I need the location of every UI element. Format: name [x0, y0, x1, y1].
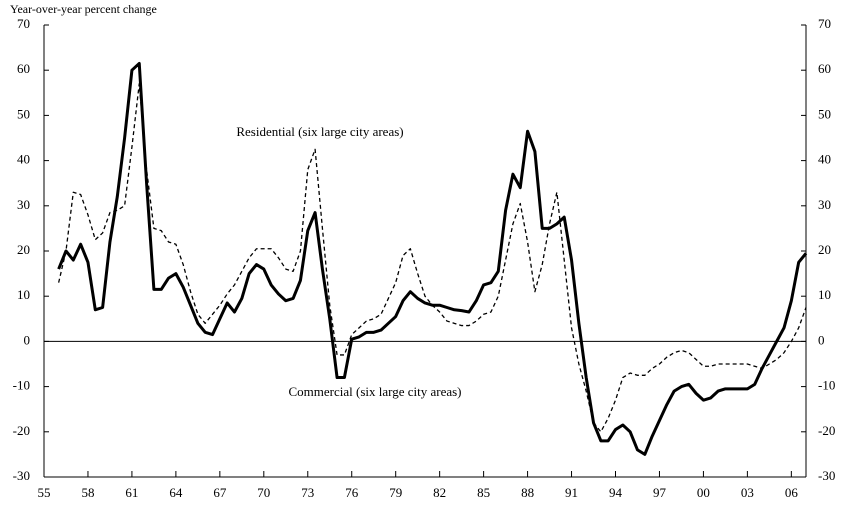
x-tick-label: 61 — [125, 485, 138, 500]
y2-tick-label: 40 — [818, 152, 831, 167]
y-tick-label: 50 — [17, 106, 30, 121]
x-tick-label: 00 — [697, 485, 710, 500]
annotation: Commercial (six large city areas) — [288, 384, 461, 399]
x-tick-label: 64 — [169, 485, 183, 500]
y-tick-label: -30 — [13, 468, 30, 483]
y-tick-label: 70 — [17, 16, 30, 31]
y2-tick-label: -10 — [818, 378, 835, 393]
y2-tick-label: 60 — [818, 61, 831, 76]
x-tick-label: 73 — [301, 485, 314, 500]
y-tick-label: 0 — [24, 332, 31, 347]
annotation: Residential (six large city areas) — [236, 124, 403, 139]
y2-tick-label: 0 — [818, 332, 825, 347]
x-tick-label: 97 — [653, 485, 667, 500]
y-tick-label: -20 — [13, 423, 30, 438]
y2-tick-label: -30 — [818, 468, 835, 483]
y-tick-label: 30 — [17, 197, 30, 212]
y-axis-label: Year-over-year percent change — [10, 2, 157, 16]
x-tick-label: 55 — [38, 485, 51, 500]
x-tick-label: 70 — [257, 485, 270, 500]
x-tick-label: 06 — [785, 485, 799, 500]
y-tick-label: 40 — [17, 152, 30, 167]
x-tick-label: 88 — [521, 485, 534, 500]
y2-tick-label: -20 — [818, 423, 835, 438]
x-tick-label: 82 — [433, 485, 446, 500]
x-tick-label: 67 — [213, 485, 227, 500]
x-tick-label: 76 — [345, 485, 359, 500]
y-tick-label: -10 — [13, 378, 30, 393]
series-line — [58, 83, 807, 433]
y-tick-label: 20 — [17, 242, 30, 257]
y2-tick-label: 20 — [818, 242, 831, 257]
x-tick-label: 94 — [609, 485, 623, 500]
x-tick-label: 79 — [389, 485, 402, 500]
y-tick-label: 10 — [17, 287, 30, 302]
y2-tick-label: 10 — [818, 287, 831, 302]
y2-tick-label: 70 — [818, 16, 831, 31]
x-tick-label: 58 — [81, 485, 94, 500]
x-tick-label: 85 — [477, 485, 490, 500]
y2-tick-label: 50 — [818, 106, 831, 121]
x-tick-label: 03 — [741, 485, 754, 500]
x-tick-label: 91 — [565, 485, 578, 500]
y2-tick-label: 30 — [818, 197, 831, 212]
y-tick-label: 60 — [17, 61, 30, 76]
